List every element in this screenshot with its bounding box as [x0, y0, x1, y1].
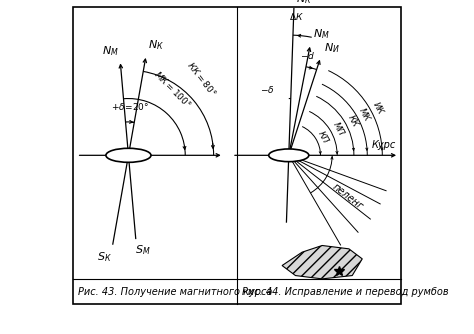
Text: МК: МК — [357, 107, 372, 123]
Text: $-d$: $-d$ — [300, 50, 315, 61]
Text: $-\delta$: $-\delta$ — [260, 84, 274, 95]
Text: Рис. 44. Исправление и перевод румбов: Рис. 44. Исправление и перевод румбов — [242, 287, 448, 297]
Text: $МК=100°$: $МК=100°$ — [153, 69, 194, 111]
Text: КК: КК — [346, 114, 360, 129]
Ellipse shape — [269, 149, 309, 162]
Polygon shape — [282, 245, 362, 279]
Text: ИК: ИК — [371, 100, 385, 116]
Text: Рис. 43. Получение магнитного курса: Рис. 43. Получение магнитного курса — [78, 287, 273, 297]
Text: $N_К$: $N_К$ — [148, 38, 164, 52]
Text: $N_И$: $N_И$ — [324, 41, 340, 55]
Text: $N_К$: $N_К$ — [296, 0, 312, 6]
Text: $S_К$: $S_К$ — [97, 250, 112, 264]
Text: пеленг: пеленг — [331, 181, 365, 211]
Text: $+\delta\!=\!20°$: $+\delta\!=\!20°$ — [111, 102, 150, 113]
Text: Курс: Курс — [372, 140, 396, 150]
Text: $КК=80°$: $КК=80°$ — [185, 59, 219, 98]
Text: $N_М$: $N_М$ — [313, 27, 330, 41]
Bar — [73, 7, 401, 304]
Text: $\Delta К$: $\Delta К$ — [290, 11, 304, 22]
Text: МП: МП — [331, 121, 345, 137]
Ellipse shape — [106, 148, 151, 162]
Text: КП: КП — [316, 129, 330, 145]
Text: $S_М$: $S_М$ — [135, 243, 150, 257]
Text: $N_М$: $N_М$ — [102, 44, 119, 58]
